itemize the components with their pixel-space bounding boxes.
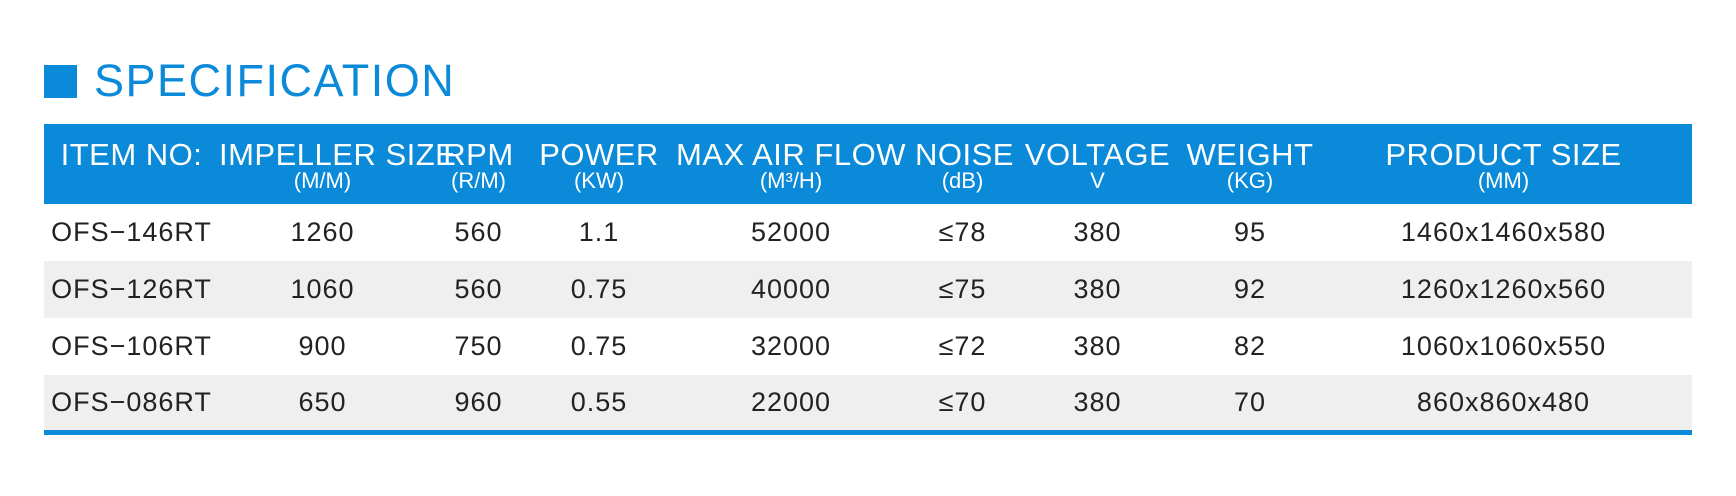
header-unit: (M³/H) xyxy=(759,168,823,193)
header-weight: WEIGHT (KG) xyxy=(1185,124,1315,204)
header-unit: (KW) xyxy=(573,168,625,193)
cell-rpm: 560 xyxy=(454,217,503,247)
heading-square-icon xyxy=(44,64,77,98)
header-label: POWER xyxy=(539,137,659,172)
cell-product-size: 1460x1460x580 xyxy=(1400,217,1607,247)
table-row: OFS−146RT 1260 560 1.1 52000 ≤78 380 95 … xyxy=(44,204,1692,261)
header-unit: (dB) xyxy=(941,168,984,193)
table-row: OFS−086RT 650 960 0.55 22000 ≤70 380 70 … xyxy=(44,375,1692,435)
cell-item-no: OFS−126RT xyxy=(51,274,212,304)
cell-weight: 70 xyxy=(1185,375,1315,435)
table-row: OFS−106RT 900 750 0.75 32000 ≤72 380 82 … xyxy=(44,318,1692,375)
header-voltage: VOLTAGE V xyxy=(1010,124,1185,204)
cell-noise: ≤78 xyxy=(938,217,987,247)
header-item-no: ITEM NO: xyxy=(44,124,219,204)
cell-noise: ≤70 xyxy=(915,375,1010,435)
header-impeller-size: IMPELLER SIZE (M/M) xyxy=(219,124,457,204)
cell-product-size: 860x860x480 xyxy=(1315,375,1692,435)
cell-product-size: 1260x1260x560 xyxy=(1400,274,1607,304)
cell-noise: ≤72 xyxy=(938,331,987,361)
cell-voltage: 380 xyxy=(1073,274,1122,304)
cell-impeller-size: 650 xyxy=(219,375,426,435)
cell-weight: 82 xyxy=(1233,331,1267,361)
cell-power: 1.1 xyxy=(578,217,620,247)
header-product-size: PRODUCT SIZE (MM) xyxy=(1315,124,1692,204)
cell-max-air-flow: 32000 xyxy=(750,331,832,361)
header-unit: (R/M) xyxy=(451,168,506,193)
header-unit: (MM) xyxy=(1477,168,1530,193)
cell-voltage: 380 xyxy=(1073,217,1122,247)
cell-noise: ≤75 xyxy=(938,274,987,304)
header-unit: (M/M) xyxy=(293,168,352,193)
cell-rpm: 560 xyxy=(454,274,503,304)
page-title: SPECIFICATION xyxy=(94,55,456,106)
header-label: MAX AIR FLOW xyxy=(676,137,906,172)
specification-table: ITEM NO: IMPELLER SIZE (M/M) RPM (R/M) P… xyxy=(44,124,1692,435)
cell-power: 0.55 xyxy=(531,375,667,435)
cell-product-size: 1060x1060x550 xyxy=(1400,331,1607,361)
cell-power: 0.75 xyxy=(570,274,628,304)
header-unit: (KG) xyxy=(1226,168,1274,193)
header-label: VOLTAGE xyxy=(1024,137,1171,172)
cell-rpm: 750 xyxy=(454,331,503,361)
cell-max-air-flow: 52000 xyxy=(750,217,832,247)
cell-max-air-flow: 22000 xyxy=(667,375,915,435)
header-label: WEIGHT xyxy=(1186,137,1314,172)
cell-item-no: OFS−086RT xyxy=(44,375,219,435)
cell-weight: 95 xyxy=(1233,217,1267,247)
header-max-air-flow: MAX AIR FLOW (M³/H) xyxy=(667,124,915,204)
cell-item-no: OFS−146RT xyxy=(51,217,212,247)
table-row: OFS−126RT 1060 560 0.75 40000 ≤75 380 92… xyxy=(44,261,1692,318)
cell-voltage: 380 xyxy=(1010,375,1185,435)
header-label: NOISE xyxy=(915,137,1014,172)
section-heading: SPECIFICATION xyxy=(44,56,455,106)
cell-impeller-size: 1060 xyxy=(290,274,355,304)
cell-impeller-size: 900 xyxy=(298,331,347,361)
header-rpm: RPM (R/M) xyxy=(426,124,531,204)
cell-impeller-size: 1260 xyxy=(290,217,355,247)
cell-item-no: OFS−106RT xyxy=(51,331,212,361)
cell-weight: 92 xyxy=(1233,274,1267,304)
cell-max-air-flow: 40000 xyxy=(750,274,832,304)
cell-power: 0.75 xyxy=(570,331,628,361)
header-label: IMPELLER SIZE xyxy=(219,137,457,172)
header-label: RPM xyxy=(443,137,514,172)
header-label: PRODUCT SIZE xyxy=(1385,137,1622,172)
header-power: POWER (KW) xyxy=(531,124,667,204)
cell-voltage: 380 xyxy=(1073,331,1122,361)
header-label: ITEM NO: xyxy=(60,137,203,172)
header-unit: V xyxy=(1090,168,1105,193)
header-noise: NOISE (dB) xyxy=(915,124,1014,204)
table-header-row: ITEM NO: IMPELLER SIZE (M/M) RPM (R/M) P… xyxy=(44,124,1692,204)
cell-rpm: 960 xyxy=(426,375,531,435)
